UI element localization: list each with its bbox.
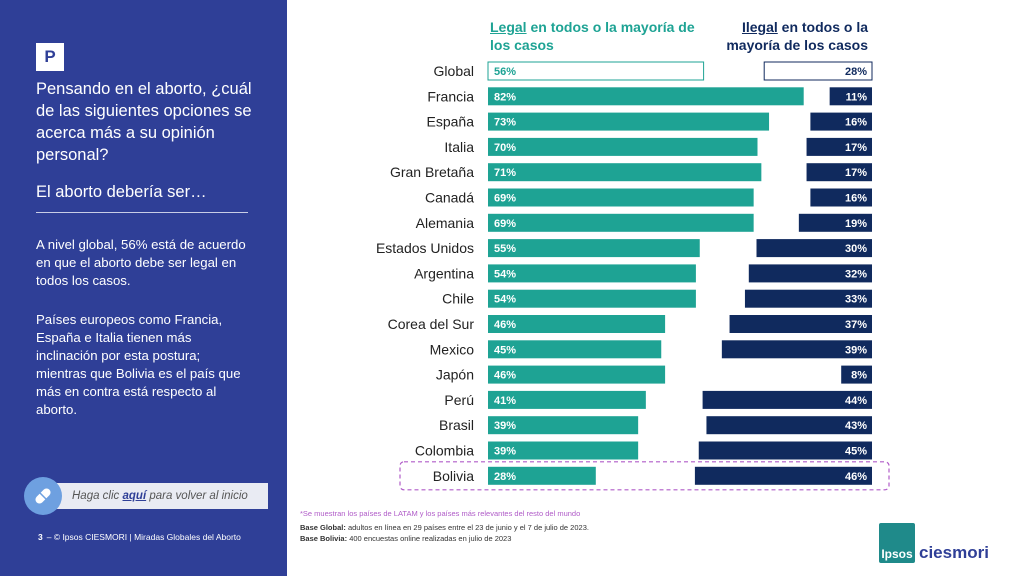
illegal-value-canad-: 16% [845,193,867,205]
legal-bar-espa-a [488,113,769,131]
illegal-value-global: 28% [845,66,867,78]
illegal-value-francia: 11% [846,91,868,103]
legal-bar-estados-unidos [488,239,700,257]
legal-value-global: 56% [494,66,516,78]
illegal-value-corea-del-sur: 37% [845,319,867,331]
legal-bar-canad- [488,189,754,207]
legal-value-argentina: 54% [494,268,516,280]
category-label-corea-del-sur: Corea del Sur [388,316,475,332]
category-label-mexico: Mexico [430,341,475,357]
base-global: Base Global: adultos en línea en 29 país… [300,523,589,532]
category-label-espa-a: España [427,114,475,130]
category-label-gran-breta-a: Gran Bretaña [390,164,474,180]
legal-value-alemania: 69% [494,218,516,230]
category-label-colombia: Colombia [415,443,474,459]
base-bolivia: Base Bolivia: 400 encuestas online reali… [300,534,511,543]
category-label-francia: Francia [427,88,474,104]
category-label-jap-n: Japón [436,367,474,383]
legal-value-chile: 54% [494,294,516,306]
illegal-value-italia: 17% [845,142,867,154]
legal-bar-italia [488,138,758,156]
illegal-value-bolivia: 46% [845,471,867,483]
legal-value-per-: 41% [494,395,516,407]
category-label-canad-: Canadá [425,190,474,206]
illegal-value-espa-a: 16% [845,117,867,129]
legal-value-colombia: 39% [494,446,516,458]
legal-value-mexico: 45% [494,344,516,356]
illegal-value-estados-unidos: 30% [845,243,867,255]
ipsos-logo-box: Ipsos [879,523,915,563]
category-label-bolivia: Bolivia [433,468,474,484]
legal-value-corea-del-sur: 46% [494,319,516,331]
illegal-value-argentina: 32% [845,268,867,280]
abortion-opinion-chart: Global 56% 28% Francia 82% 11% España 73% 16% Ita… [0,0,1024,576]
legal-value-brasil: 39% [494,420,516,432]
legal-bar-francia [488,87,804,105]
legal-bar-argentina [488,264,696,282]
category-label-alemania: Alemania [416,215,475,231]
illegal-value-jap-n: 8% [851,370,867,382]
legal-bar-chile [488,290,696,308]
category-label-brasil: Brasil [439,417,474,433]
illegal-value-chile: 33% [845,294,867,306]
ciesmori-logo-text: ciesmori [919,543,989,563]
category-label-global: Global [434,63,474,79]
category-label-argentina: Argentina [414,265,474,281]
category-label-chile: Chile [442,291,474,307]
legal-value-jap-n: 46% [494,370,516,382]
legal-value-francia: 82% [494,91,516,103]
category-label-estados-unidos: Estados Unidos [376,240,474,256]
legal-value-italia: 70% [494,142,516,154]
illegal-value-mexico: 39% [845,344,867,356]
illegal-value-colombia: 45% [845,446,867,458]
category-label-per-: Perú [444,392,474,408]
legal-value-canad-: 69% [494,193,516,205]
legal-value-bolivia: 28% [494,471,516,483]
legal-bar-gran-breta-a [488,163,761,181]
legal-value-gran-breta-a: 71% [494,167,516,179]
illegal-value-gran-breta-a: 17% [845,167,867,179]
category-label-italia: Italia [444,139,474,155]
legal-bar-global [488,62,704,80]
legal-bar-alemania [488,214,754,232]
footnote: *Se muestran los países de LATAM y los p… [300,509,580,518]
legal-value-espa-a: 73% [494,117,516,129]
illegal-value-alemania: 19% [845,218,867,230]
legal-value-estados-unidos: 55% [494,243,516,255]
illegal-value-brasil: 43% [845,420,867,432]
illegal-value-per-: 44% [845,395,867,407]
